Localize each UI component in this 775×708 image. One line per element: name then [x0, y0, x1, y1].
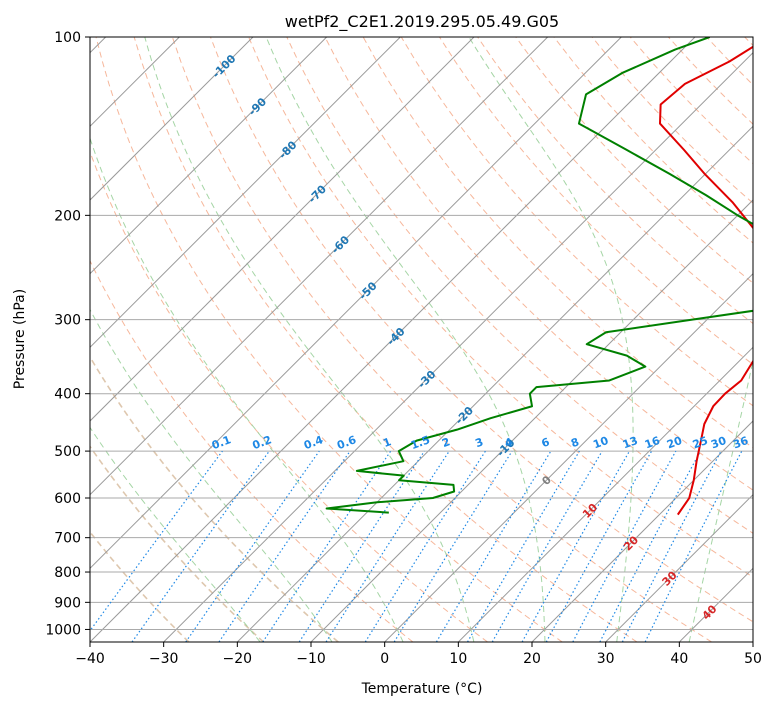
mixing-ratio-lines [90, 450, 743, 642]
mixing-ratio-line [644, 450, 743, 642]
y-tick-label: 500 [54, 444, 81, 460]
mixing-ratio-label: 36 [731, 434, 750, 452]
mixing-ratio-label: 0.4 [302, 433, 325, 452]
x-tick-label: 10 [449, 651, 467, 667]
profiles [325, 37, 753, 516]
dry-adiabat [515, 37, 753, 284]
mixing-ratio-line [298, 450, 425, 642]
isotherm-line [457, 346, 753, 642]
y-tick-label: 400 [54, 387, 81, 403]
x-tick-label: −20 [223, 651, 253, 667]
moist-adiabat [90, 308, 333, 642]
x-tick-label: 20 [523, 651, 541, 667]
y-tick-label: 100 [54, 30, 81, 46]
y-tick-label: 300 [54, 313, 81, 329]
mixing-ratio-line [325, 450, 450, 642]
dry-adiabat [95, 37, 563, 642]
mixing-ratio-line [572, 450, 677, 642]
mixing-ratio-label: 0.6 [335, 433, 358, 452]
mixing-ratio-line [393, 450, 513, 642]
y-tick-label: 1000 [45, 622, 81, 638]
isotherm-line [236, 125, 753, 642]
y-axis: 100 200 300 400 500 600 700 800 900 1000 [45, 30, 90, 638]
dry-adiabat [90, 259, 414, 642]
dry-adiabat [324, 37, 753, 491]
moist-adiabat [144, 37, 475, 642]
dewpoint-profile [325, 37, 753, 514]
chart-title: wetPf2_C2E1.2019.295.05.49.G05 [285, 12, 559, 32]
mixing-ratio-label: 6 [540, 435, 552, 450]
isotherm-line [310, 199, 753, 642]
mixing-ratio-line [262, 450, 392, 642]
isotherm-line [90, 37, 401, 349]
plot-frame [89, 36, 754, 643]
y-tick-label: 600 [54, 491, 81, 507]
mixing-ratio-label: 20 [665, 434, 684, 452]
dry-adiabat [210, 37, 753, 623]
dry-adiabat [133, 37, 638, 642]
mixing-ratio-label: 10 [591, 434, 610, 452]
dry-adiabat [90, 445, 265, 642]
x-tick-label: 0 [380, 651, 389, 667]
mixing-ratio-label: 2 [440, 435, 452, 450]
moist-adiabat [90, 136, 404, 642]
mixing-ratio-label: 8 [569, 435, 581, 450]
mixing-ratio-line [521, 450, 631, 642]
dry-adiabat [248, 37, 753, 578]
isotherm-line [384, 272, 753, 642]
mixing-ratio-label: 13 [621, 434, 640, 451]
isotherm-line [90, 37, 328, 275]
mixing-ratio-label: 16 [643, 434, 662, 452]
x-tick-label: −40 [75, 651, 105, 667]
isotherm-line [90, 37, 475, 422]
background-lines [90, 37, 753, 642]
mixing-ratio-line [90, 450, 223, 632]
mixing-ratio-label: 3 [473, 435, 485, 450]
mixing-ratio-line [545, 450, 653, 642]
isotherm-line [163, 51, 753, 642]
x-tick-label: −10 [296, 651, 326, 667]
y-tick-label: 900 [54, 595, 81, 611]
mixing-ratio-line [218, 450, 351, 642]
isotherm-line [531, 420, 753, 642]
mixing-ratio-label: 0.1 [210, 433, 233, 452]
dry-adiabat [90, 355, 339, 642]
temperature-profile [658, 45, 753, 516]
x-axis: −40 −30 −20 −10 0 10 20 30 40 50 [75, 642, 762, 667]
y-tick-label: 200 [54, 208, 81, 224]
mixing-ratio-line [131, 450, 270, 642]
isotherm-line [605, 493, 753, 642]
isotherm-line [90, 37, 549, 496]
isotherm-line [90, 37, 622, 570]
moist-adiabat [688, 358, 753, 642]
x-tick-label: 50 [744, 651, 762, 667]
mixing-ratio-label: 30 [709, 434, 728, 452]
mixing-ratio-line [185, 450, 320, 642]
dry-adiabat [286, 37, 753, 534]
mixing-ratio-label: 0.2 [251, 433, 274, 452]
y-axis-label: Pressure (hPa) [12, 289, 28, 389]
mixing-ratio-label: 25 [691, 434, 710, 451]
mixing-ratio-label: 4 [503, 435, 515, 450]
moist-adiabat [90, 426, 261, 642]
y-tick-label: 700 [54, 531, 81, 547]
x-tick-label: 40 [670, 651, 688, 667]
isotherm-line [90, 37, 254, 201]
dry-adiabat [171, 37, 712, 642]
x-tick-label: 30 [597, 651, 615, 667]
isotherm-line [90, 37, 696, 642]
mixing-ratio-label: 1.5 [409, 433, 432, 452]
x-tick-label: −30 [149, 651, 179, 667]
x-axis-label: Temperature (°C) [361, 681, 483, 697]
plot-area [90, 37, 753, 642]
moist-adiabat [265, 37, 546, 642]
y-tick-label: 800 [54, 565, 81, 581]
mixing-ratio-label: 1 [381, 435, 393, 450]
